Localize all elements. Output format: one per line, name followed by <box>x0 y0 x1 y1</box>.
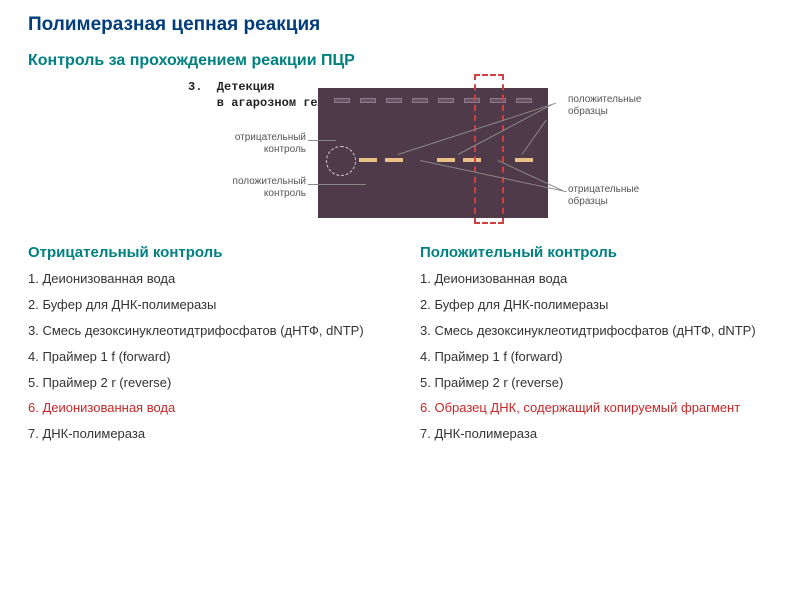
list-item: 1. Деионизованная вода <box>28 271 380 288</box>
label-pos-samples: положительные образцы <box>568 94 641 118</box>
red-dashed-highlight <box>474 74 504 224</box>
negative-column: Отрицательный контроль 1. Деионизованная… <box>28 244 380 452</box>
list-item: 5. Праймер 2 r (reverse) <box>28 375 380 392</box>
label-neg-control: отрицательный контроль <box>226 132 306 156</box>
gel-well <box>360 98 376 103</box>
positive-title: Положительный контроль <box>420 244 772 261</box>
gel-well <box>386 98 402 103</box>
list-item-highlight: 6. Деионизованная вода <box>28 400 380 417</box>
gel-band <box>515 158 533 162</box>
main-title: Полимеразная цепная реакция <box>28 14 772 36</box>
sub-title: Контроль за прохождением реакции ПЦР <box>28 52 772 70</box>
list-item: 7. ДНК-полимераза <box>420 426 772 443</box>
gel-band <box>437 158 455 162</box>
diagram-caption: 3. Детекция в агарозном геле <box>188 80 332 111</box>
list-item: 1. Деионизованная вода <box>420 271 772 288</box>
gel-band <box>359 158 377 162</box>
list-item: 3. Смесь дезоксинуклеотидтрифосфатов (дН… <box>28 323 380 340</box>
list-item: 2. Буфер для ДНК-полимеразы <box>420 297 772 314</box>
list-item: 4. Праймер 1 f (forward) <box>420 349 772 366</box>
gel-well <box>516 98 532 103</box>
list-item: 2. Буфер для ДНК-полимеразы <box>28 297 380 314</box>
list-item-highlight: 6. Образец ДНК, содержащий копируемый фр… <box>420 400 772 417</box>
list-item: 5. Праймер 2 r (reverse) <box>420 375 772 392</box>
positive-column: Положительный контроль 1. Деионизованная… <box>420 244 772 452</box>
label-pos-control: положительный контроль <box>220 176 306 200</box>
gel-well <box>334 98 350 103</box>
callout-line <box>308 140 336 141</box>
gel-well <box>438 98 454 103</box>
callout-line <box>308 184 366 185</box>
list-item: 3. Смесь дезоксинуклеотидтрифосфатов (дН… <box>420 323 772 340</box>
negative-circle <box>326 146 356 176</box>
negative-title: Отрицательный контроль <box>28 244 380 261</box>
gel-well <box>412 98 428 103</box>
columns: Отрицательный контроль 1. Деионизованная… <box>28 244 772 452</box>
gel-diagram: 3. Детекция в агарозном геле отрицательн… <box>158 80 698 230</box>
label-neg-samples: отрицательные образцы <box>568 184 639 208</box>
gel-band <box>385 158 403 162</box>
gel-box <box>318 88 548 218</box>
list-item: 7. ДНК-полимераза <box>28 426 380 443</box>
list-item: 4. Праймер 1 f (forward) <box>28 349 380 366</box>
